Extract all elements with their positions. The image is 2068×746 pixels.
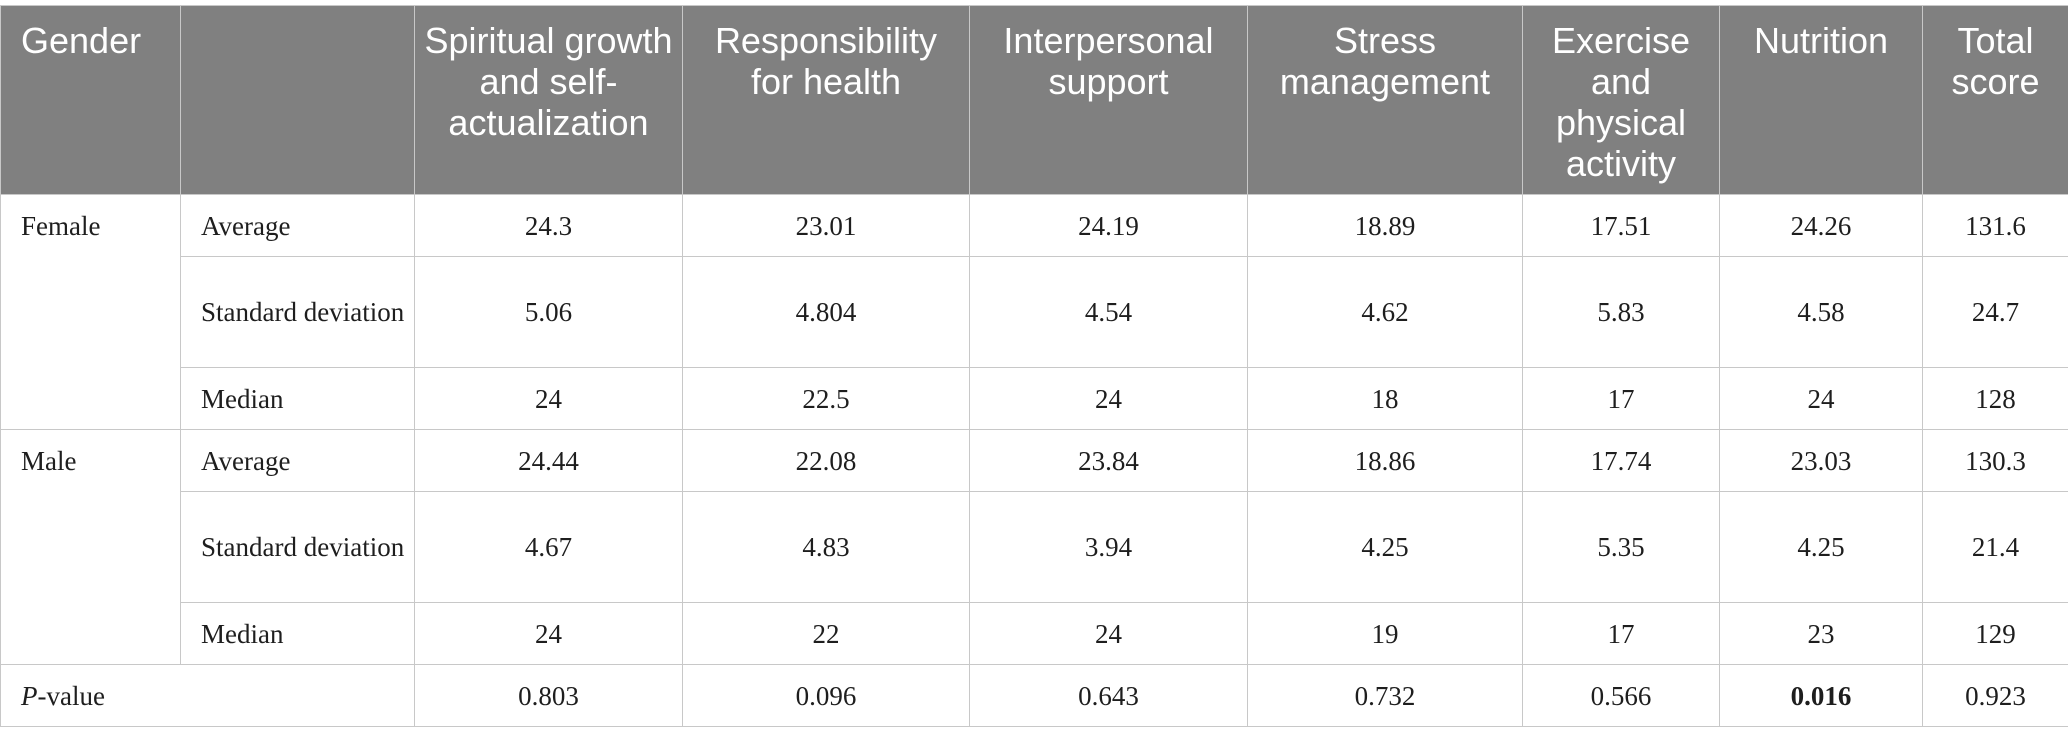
pvalue-cell: 0.803 (414, 664, 683, 727)
stat-cell: Median (180, 367, 415, 430)
value-cell: 22.5 (682, 367, 970, 430)
value-cell: 21.4 (1922, 491, 2068, 603)
value-cell: 4.804 (682, 256, 970, 368)
value-cell: 5.06 (414, 256, 683, 368)
stat-cell: Average (180, 429, 415, 492)
pvalue-label: P-value (0, 664, 415, 727)
value-cell: 17 (1522, 367, 1720, 430)
value-cell: 4.62 (1247, 256, 1523, 368)
table-row: Female Average 24.3 23.01 24.19 18.89 17… (0, 194, 2068, 430)
value-cell: 4.54 (969, 256, 1248, 368)
stat-cell: Standard deviation (180, 256, 415, 368)
value-cell: 23.01 (682, 194, 970, 257)
value-cell: 4.25 (1719, 491, 1923, 603)
pvalue-label-rest: -value (37, 680, 105, 711)
header-nutrition: Nutrition (1719, 5, 1923, 195)
header-stress: Stress management (1247, 5, 1523, 195)
stat-cell: Median (180, 602, 415, 665)
table-row: Median 24 22 24 19 17 23 129 (1, 602, 2068, 665)
value-cell: 17 (1522, 602, 1720, 665)
gender-cell: Male (0, 429, 181, 665)
stat-cell: Average (180, 194, 415, 257)
value-cell: 24.7 (1922, 256, 2068, 368)
value-cell: 22.08 (682, 429, 970, 492)
value-cell: 131.6 (1922, 194, 2068, 257)
value-cell: 4.83 (682, 491, 970, 603)
header-spiritual-growth: Spiritual growth and self-actualization (414, 5, 683, 195)
value-cell: 24.3 (414, 194, 683, 257)
value-cell: 5.83 (1522, 256, 1720, 368)
value-cell: 22 (682, 602, 970, 665)
value-cell: 24 (969, 602, 1248, 665)
value-cell: 24.26 (1719, 194, 1923, 257)
value-cell: 3.94 (969, 491, 1248, 603)
value-cell: 18.86 (1247, 429, 1523, 492)
pvalue-cell: 0.566 (1522, 664, 1720, 727)
table-row: Male Average 24.44 22.08 23.84 18.86 17.… (0, 429, 2068, 665)
value-cell: 4.25 (1247, 491, 1523, 603)
value-cell: 19 (1247, 602, 1523, 665)
value-cell: 24.44 (414, 429, 683, 492)
value-cell: 17.51 (1522, 194, 1720, 257)
pvalue-cell: 0.732 (1247, 664, 1523, 727)
header-gender: Gender (0, 5, 181, 195)
table-row: Standard deviation 4.67 4.83 3.94 4.25 5… (1, 491, 2068, 603)
table-row: Standard deviation 5.06 4.804 4.54 4.62 … (1, 256, 2068, 368)
value-cell: 24.19 (969, 194, 1248, 257)
header-row: Gender Spiritual growth and self-actuali… (0, 5, 2068, 195)
value-cell: 24 (969, 367, 1248, 430)
value-cell: 18.89 (1247, 194, 1523, 257)
value-cell: 18 (1247, 367, 1523, 430)
pvalue-row: P-value 0.803 0.096 0.643 0.732 0.566 0.… (0, 664, 2068, 727)
stat-cell: Standard deviation (180, 491, 415, 603)
value-cell: 4.58 (1719, 256, 1923, 368)
pvalue-cell: 0.643 (969, 664, 1248, 727)
value-cell: 23.84 (969, 429, 1248, 492)
value-cell: 17.74 (1522, 429, 1720, 492)
header-interpersonal: Interpersonal support (969, 5, 1248, 195)
pvalue-cell-significant: 0.016 (1719, 664, 1923, 727)
value-cell: 130.3 (1922, 429, 2068, 492)
table-row: Median 24 22.5 24 18 17 24 128 (1, 367, 2068, 430)
pvalue-cell: 0.923 (1922, 664, 2068, 727)
value-cell: 23 (1719, 602, 1923, 665)
value-cell: 24 (414, 602, 683, 665)
value-cell: 24 (414, 367, 683, 430)
header-responsibility: Responsibility for health (682, 5, 970, 195)
health-promoting-lifestyle-table: Gender Spiritual growth and self-actuali… (0, 5, 2068, 727)
value-cell: 4.67 (414, 491, 683, 603)
value-cell: 5.35 (1522, 491, 1720, 603)
pvalue-label-italic: P (21, 680, 38, 711)
header-exercise: Exercise and physical activity (1522, 5, 1720, 195)
value-cell: 129 (1922, 602, 2068, 665)
value-cell: 23.03 (1719, 429, 1923, 492)
header-total: Total score (1922, 5, 2068, 195)
gender-cell: Female (0, 194, 181, 430)
value-cell: 128 (1922, 367, 2068, 430)
pvalue-cell: 0.096 (682, 664, 970, 727)
header-stat (180, 5, 415, 195)
value-cell: 24 (1719, 367, 1923, 430)
